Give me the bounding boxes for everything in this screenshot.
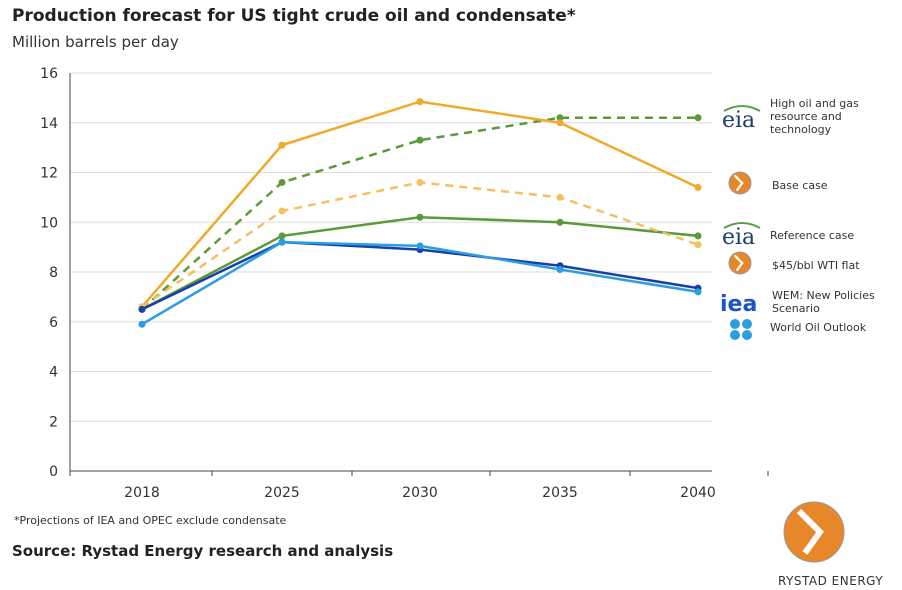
data-point [694, 288, 702, 296]
y-tick-label: 4 [49, 365, 58, 381]
eia-swoosh-icon [723, 105, 761, 112]
y-tick-label: 14 [40, 116, 58, 132]
legend-label-reference: Reference case [770, 229, 855, 242]
legend-label-wem: WEM: New Policies Scenario [772, 289, 875, 315]
data-point [138, 305, 146, 313]
rystad-logo-icon [728, 171, 752, 195]
data-point [278, 238, 286, 246]
rystad-logo-mark [733, 254, 744, 272]
x-tick-label: 2018 [124, 485, 160, 501]
opec-logo-icon [742, 330, 752, 340]
x-tick-label: 2025 [264, 485, 300, 501]
chart-title: Production forecast for US tight crude o… [12, 6, 576, 26]
legend-label-45-wti: $45/bbl WTI flat [772, 259, 860, 272]
y-tick-label: 12 [40, 166, 58, 182]
data-point [556, 114, 564, 122]
y-tick-label: 16 [40, 66, 58, 82]
rystad-logo-icon [728, 251, 752, 275]
source-text: Source: Rystad Energy research and analy… [12, 542, 394, 560]
data-point [694, 114, 702, 122]
legend-label-base-case: Base case [772, 179, 828, 192]
data-point [556, 119, 564, 127]
x-tick-label: 2035 [542, 485, 578, 501]
data-point [556, 266, 564, 274]
footnote: *Projections of IEA and OPEC exclude con… [14, 514, 287, 527]
y-tick-label: 10 [40, 215, 58, 231]
rystad-logo-mark [796, 508, 824, 555]
legend-label-woo: World Oil Outlook [770, 321, 867, 334]
y-axis-label: Million barrels per day [12, 33, 179, 51]
rystad-logo-icon [783, 501, 845, 563]
series-line-0 [141, 116, 698, 311]
data-point [278, 207, 286, 215]
data-point [416, 136, 424, 144]
iea-logo-icon: iea [720, 292, 757, 317]
rystad-logo-mark [733, 174, 744, 192]
y-tick-label: 8 [49, 265, 58, 281]
data-point [694, 232, 702, 240]
data-point [416, 213, 424, 221]
data-point [556, 193, 564, 201]
x-tick-label: 2040 [680, 485, 716, 501]
opec-logo-icon [730, 330, 740, 340]
opec-logo-icon [730, 319, 740, 329]
y-tick-label: 0 [49, 464, 58, 480]
eia-logo-icon: eia [722, 108, 755, 133]
opec-logo-icon [742, 319, 752, 329]
data-point [416, 242, 424, 250]
brand-name: RYSTAD ENERGY [778, 574, 884, 588]
data-point [556, 218, 564, 226]
data-point [416, 98, 424, 106]
x-tick-label: 2030 [402, 485, 438, 501]
data-point [278, 178, 286, 186]
data-point [694, 183, 702, 191]
data-point [416, 178, 424, 186]
data-point [138, 320, 146, 328]
legend-label-high-oil: High oil and gas resource and technology [770, 97, 859, 136]
data-point [278, 232, 286, 240]
y-tick-label: 2 [49, 414, 58, 430]
data-point [278, 141, 286, 149]
data-point [694, 241, 702, 249]
eia-logo-icon: eia [722, 225, 755, 250]
series-line-2 [141, 216, 699, 311]
eia-swoosh-icon [723, 222, 761, 229]
series-line-5 [141, 240, 699, 326]
y-tick-label: 6 [49, 315, 58, 331]
